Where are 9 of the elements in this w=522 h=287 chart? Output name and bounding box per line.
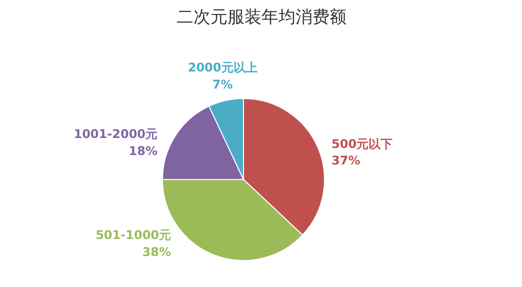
- data-label: 7%: [212, 77, 233, 92]
- slice-label: 501-1000元: [96, 228, 172, 242]
- data-label: 37%: [332, 154, 360, 168]
- data-label: 38%: [142, 244, 172, 259]
- data-label: 18%: [128, 144, 158, 158]
- chart-title: 二次元服装年均消费额: [176, 8, 346, 28]
- slice-label: 1001-2000元: [74, 127, 158, 142]
- slice-label: 2000元以上: [188, 60, 258, 75]
- slice-label: 500元以下: [332, 136, 393, 151]
